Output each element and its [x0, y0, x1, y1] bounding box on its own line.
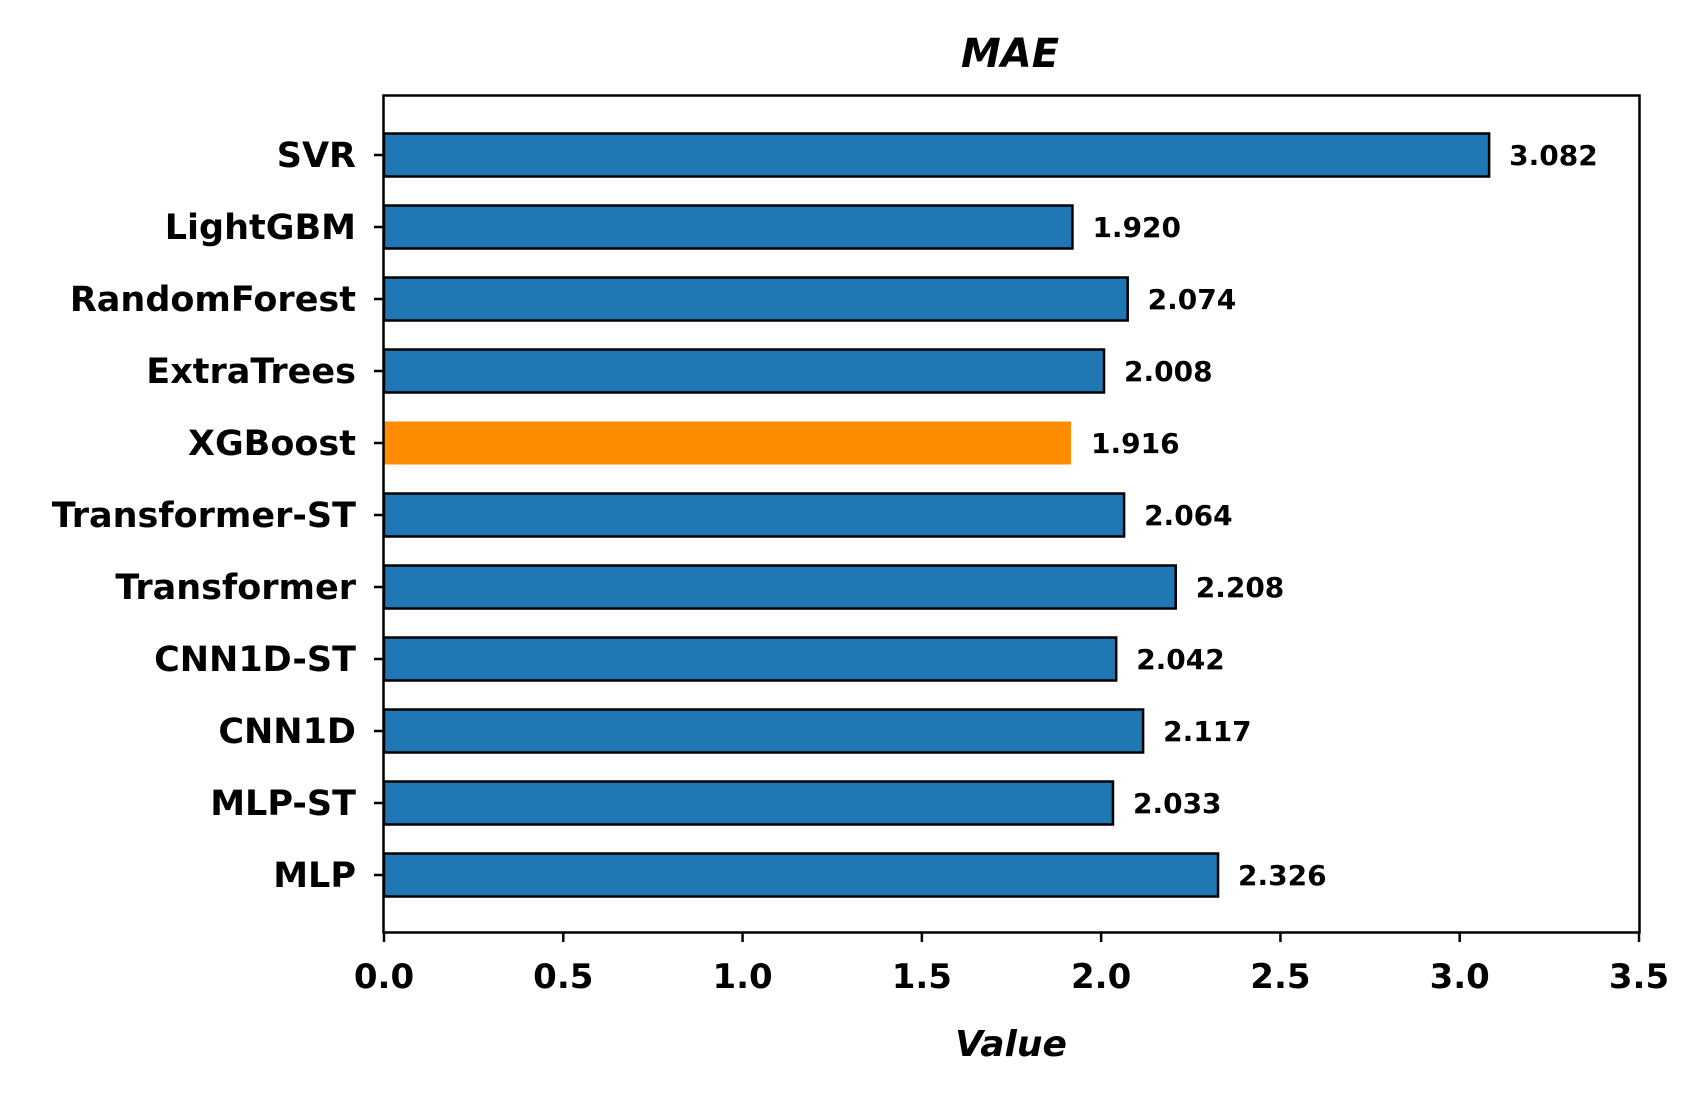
bar-xgboost: [384, 421, 1072, 465]
value-label-svr: 3.082: [1509, 139, 1598, 172]
value-label-mlp: 2.326: [1238, 859, 1327, 892]
value-label-xgboost: 1.916: [1091, 427, 1180, 460]
x-tick-label-3-5: 3.5: [1609, 957, 1669, 997]
chart-title: MAE: [961, 31, 1059, 77]
y-tick-label-mlp-st: MLP-ST: [210, 784, 356, 824]
bar-cnn1d-st: [382, 636, 1118, 682]
x-axis-ticks: 0.0 0.5 1.0 1.5 2.0 2.5 3.0 3.5: [354, 932, 1669, 997]
bar-lightgbm: [382, 204, 1074, 250]
bar-randomforest: [382, 276, 1129, 322]
bar-cnn1d: [382, 708, 1145, 754]
x-tick-label-1-5: 1.5: [892, 957, 952, 997]
value-labels: 3.082 1.920 2.074 2.008 1.916 2.064 2.208 2.042…: [1091, 139, 1598, 892]
x-axis-label: Value: [955, 1024, 1067, 1065]
y-tick-label-transformer: Transformer: [115, 568, 356, 608]
x-tick-label-3-0: 3.0: [1430, 957, 1490, 997]
bar-svr: [382, 132, 1491, 178]
bar-extratrees: [382, 348, 1106, 394]
x-tick-label-2-0: 2.0: [1071, 957, 1131, 997]
y-tick-label-svr: SVR: [277, 136, 356, 176]
bar-mlp-st: [382, 780, 1115, 826]
y-tick-label-lightgbm: LightGBM: [165, 208, 356, 248]
value-label-transformer: 2.208: [1196, 571, 1285, 604]
bars-layer: [382, 132, 1491, 898]
plot-frame: [382, 94, 1641, 934]
x-tick-label-0-5: 0.5: [533, 957, 593, 997]
bar-transformer: [382, 564, 1177, 610]
value-label-extratrees: 2.008: [1124, 355, 1213, 388]
y-tick-label-mlp: MLP: [273, 856, 356, 896]
x-tick-label-1-0: 1.0: [712, 957, 772, 997]
y-tick-label-randomforest: RandomForest: [70, 280, 356, 320]
y-tick-label-xgboost: XGBoost: [188, 424, 356, 464]
value-label-transformer-st: 2.064: [1144, 499, 1233, 532]
value-label-lightgbm: 1.920: [1092, 211, 1181, 244]
y-tick-label-extratrees: ExtraTrees: [146, 352, 356, 392]
value-label-cnn1d-st: 2.042: [1136, 643, 1225, 676]
y-axis-ticks: SVR LightGBM RandomForest ExtraTrees XGBoost…: [52, 136, 384, 896]
bar-mlp: [382, 852, 1220, 898]
value-label-mlp-st: 2.033: [1133, 787, 1222, 820]
x-tick-label-2-5: 2.5: [1250, 957, 1310, 997]
value-label-randomforest: 2.074: [1148, 283, 1237, 316]
bar-transformer-st: [382, 492, 1126, 538]
value-label-cnn1d: 2.117: [1163, 715, 1252, 748]
x-tick-label-0-0: 0.0: [354, 957, 414, 997]
y-tick-label-cnn1d: CNN1D: [218, 712, 356, 752]
y-tick-label-transformer-st: Transformer-ST: [52, 496, 356, 536]
y-tick-label-cnn1d-st: CNN1D-ST: [154, 640, 356, 680]
